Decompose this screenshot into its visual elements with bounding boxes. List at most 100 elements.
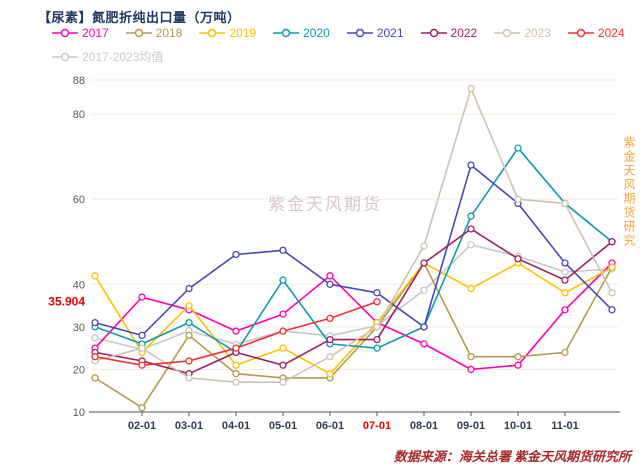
data-point-2021 [608, 306, 616, 314]
legend-line-circle-icon [420, 28, 447, 38]
data-point-2023 [138, 344, 146, 352]
data-point-2019 [232, 361, 240, 369]
data-point-2018 [138, 404, 146, 412]
data-point-2018 [467, 353, 475, 361]
data-point-2017-2023均值 [91, 334, 99, 342]
legend-label: 2018 [155, 26, 183, 40]
x-axis-tick-label: 10-01 [504, 420, 532, 432]
legend-label: 2023 [524, 26, 551, 40]
data-point-2024 [232, 344, 240, 352]
series-line-2022 [94, 228, 613, 375]
legend-label: 2021 [376, 26, 404, 40]
data-point-2023 [279, 378, 287, 386]
data-point-2021 [326, 280, 334, 288]
legend-item-2023: 2023 [494, 26, 551, 40]
data-point-2023 [561, 199, 569, 208]
x-axis-tick-label: 08-01 [410, 420, 438, 432]
x-axis-tick-label: 04-01 [222, 420, 250, 432]
series-line-2020 [94, 146, 613, 354]
data-point-2017 [279, 310, 287, 318]
legend-row-2: 2017-2023均值 [52, 48, 163, 65]
data-point-2017-2023均值 [467, 241, 475, 249]
legend-item-2022: 2022 [420, 26, 478, 40]
y-axis-tick-label: 80 [73, 109, 85, 121]
series-line-2017-2023均值 [94, 243, 613, 351]
data-point-2019 [279, 344, 287, 352]
data-point-2019 [91, 272, 99, 280]
data-point-2021 [185, 284, 193, 293]
legend-line-circle-icon [199, 28, 226, 38]
chart-title: 【尿素】氮肥折纯出口量（万吨） [38, 10, 241, 25]
data-point-2024 [91, 353, 99, 361]
data-point-2020 [373, 344, 381, 352]
legend-label: 2017-2023均值 [82, 50, 164, 64]
y-axis-tick-label: 40 [73, 279, 85, 291]
data-source-note: 数据来源：海关总署 紫金天风期货研究所 [393, 449, 631, 464]
data-point-2024 [373, 298, 381, 306]
data-point-2017 [326, 272, 334, 280]
data-point-2018 [91, 374, 99, 382]
x-axis-tick-label: 02-01 [128, 420, 156, 432]
data-point-2017 [467, 365, 475, 374]
data-point-2022 [561, 276, 569, 284]
data-point-2024 [326, 314, 334, 323]
series-line-2023 [94, 86, 613, 383]
data-point-2021 [232, 250, 240, 259]
data-point-2021 [138, 331, 146, 340]
series-line-2018 [94, 261, 613, 409]
data-point-2017 [514, 361, 522, 369]
data-point-2023 [608, 289, 616, 297]
y-axis-tick-label: 60 [73, 194, 85, 206]
data-point-2018 [232, 370, 240, 378]
x-axis-tick-label: 06-01 [316, 420, 344, 432]
legend-line-circle-icon [52, 52, 78, 61]
data-point-2020 [514, 144, 522, 152]
legend-line-circle-icon [346, 28, 373, 38]
data-point-2021 [91, 318, 99, 327]
data-point-2023 [420, 242, 428, 250]
data-point-2019 [326, 370, 334, 378]
data-point-2021 [420, 323, 428, 331]
x-axis-tick-label: 11-01 [551, 420, 579, 432]
data-point-2022 [420, 259, 428, 267]
latest-value-annotation: 35.904 [48, 295, 85, 309]
data-point-2023 [185, 374, 193, 382]
series-line-2021 [94, 163, 613, 337]
data-point-2022 [467, 225, 475, 233]
data-point-2024 [138, 361, 146, 369]
data-point-2021 [279, 246, 287, 254]
data-point-2023 [373, 323, 381, 331]
legend-label: 2022 [450, 26, 478, 40]
x-axis-tick-label: 05-01 [269, 420, 297, 432]
data-point-2020 [185, 318, 193, 327]
data-point-2021 [561, 259, 569, 267]
data-point-2023 [232, 378, 240, 386]
legend-label: 2020 [303, 26, 330, 40]
data-point-2021 [467, 161, 475, 169]
data-point-2021 [373, 289, 381, 297]
data-point-2023 [514, 195, 522, 203]
x-axis-tick-label: 03-01 [175, 420, 203, 432]
data-point-2017 [561, 306, 569, 314]
legend-item-2017: 2017 [52, 26, 109, 40]
data-point-2023 [326, 353, 334, 361]
legend-label: 2024 [597, 26, 625, 40]
x-axis-tick-label: 07-01 [363, 420, 391, 432]
data-point-2017-2023均值 [561, 268, 569, 276]
data-point-2017 [138, 293, 146, 301]
legend-line-circle-icon [125, 28, 152, 38]
legend-item-2018: 2018 [125, 26, 183, 40]
data-point-2022 [326, 335, 334, 344]
x-axis-tick-label: 09-01 [457, 420, 485, 432]
data-point-2019 [561, 289, 569, 297]
legend-label: 2019 [229, 26, 257, 40]
data-point-2022 [279, 361, 287, 369]
data-point-2020 [467, 212, 475, 220]
data-point-2020 [279, 276, 287, 284]
legend-item-2017-2023均值: 2017-2023均值 [52, 48, 163, 65]
legend-line-circle-icon [273, 28, 300, 38]
legend-label: 2017 [82, 26, 109, 40]
y-axis-tick-label: 30 [73, 322, 85, 334]
data-point-2024 [279, 327, 287, 335]
